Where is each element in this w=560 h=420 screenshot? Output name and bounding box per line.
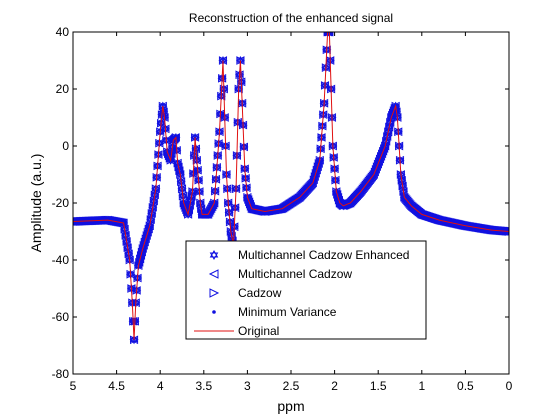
legend-label: Cadzow [238,286,282,300]
x-tick-label: 0.5 [457,379,474,393]
legend-swatch [212,310,216,314]
x-tick-label: 0 [506,379,513,393]
y-tick-label: -40 [52,253,70,267]
y-tick-label: 40 [56,25,70,39]
legend-box [185,240,427,340]
legend-entries: Multichannel Cadzow Enhanced Multichannel… [194,248,409,338]
legend-swatch [208,269,219,279]
x-tick-label: 1.5 [370,379,387,393]
y-axis-label: Amplitude (a.u.) [28,154,44,253]
legend-label: Multichannel Cadzow Enhanced [238,248,409,262]
y-tick-label: -80 [52,367,70,381]
legend-swatch [209,249,219,261]
x-tick-label: 5 [70,379,77,393]
legend-entry: Original [194,324,279,338]
legend: Multichannel Cadzow Enhanced Multichannel… [185,240,427,340]
legend-swatch [209,288,220,298]
legend-entry: Multichannel Cadzow [208,267,352,281]
x-axis-label: ppm [277,398,304,414]
x-tick-label: 2.5 [283,379,300,393]
x-tick-label: 3 [244,379,251,393]
y-tick-label: 0 [62,139,69,153]
x-tick-label: 1 [418,379,425,393]
plot-frame [72,31,510,375]
x-tick-label: 2 [331,379,338,393]
y-tick-label: -60 [52,310,70,324]
x-tick-label: 3.5 [195,379,212,393]
legend-entry: Minimum Variance [212,305,337,319]
y-tick-label: 20 [56,82,70,96]
x-tick-label: 4.5 [108,379,125,393]
chart-title: Reconstruction of the enhanced signal [189,11,393,25]
ticks-layer: 5 4.5 4 3.5 3 2.5 2 1.5 1 0.5 0 -80 -60 -40 -20 0 20 40 [52,25,513,393]
y-tick-label: -20 [52,196,70,210]
legend-label: Original [238,324,279,338]
legend-entry: Multichannel Cadzow Enhanced [209,248,409,262]
legend-entry: Cadzow [209,286,282,300]
legend-label: Multichannel Cadzow [238,267,352,281]
x-tick-label: 4 [157,379,164,393]
legend-label: Minimum Variance [238,305,337,319]
